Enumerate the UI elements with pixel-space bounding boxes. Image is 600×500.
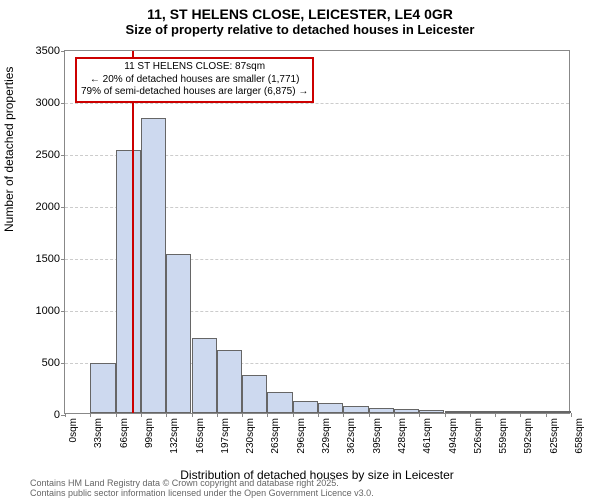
x-tick-mark xyxy=(116,413,117,417)
y-tick-mark xyxy=(61,207,65,208)
x-tick-label: 362sqm xyxy=(346,418,357,454)
y-tick-label: 3000 xyxy=(36,97,60,109)
x-tick-label: 625sqm xyxy=(549,418,560,454)
annotation-line: 11 ST HELENS CLOSE: 87sqm xyxy=(81,61,308,74)
y-tick-mark xyxy=(61,103,65,104)
histogram-bar xyxy=(141,118,166,413)
x-tick-mark xyxy=(90,413,91,417)
x-tick-label: 296sqm xyxy=(296,418,307,454)
y-tick-label: 1000 xyxy=(36,305,60,317)
histogram-bar xyxy=(546,411,571,413)
y-tick-label: 500 xyxy=(42,357,60,369)
y-tick-mark xyxy=(61,259,65,260)
x-tick-label: 230sqm xyxy=(245,418,256,454)
histogram-bar xyxy=(217,350,242,413)
x-tick-mark xyxy=(445,413,446,417)
histogram-bar xyxy=(318,403,343,413)
footer-attribution: Contains HM Land Registry data © Crown c… xyxy=(30,479,374,499)
x-tick-mark xyxy=(520,413,521,417)
x-tick-label: 263sqm xyxy=(270,418,281,454)
y-tick-mark xyxy=(61,51,65,52)
histogram-bar xyxy=(192,338,217,413)
y-tick-mark xyxy=(61,311,65,312)
x-tick-mark xyxy=(419,413,420,417)
x-tick-label: 526sqm xyxy=(473,418,484,454)
histogram-bar xyxy=(343,406,368,413)
histogram-bar xyxy=(116,150,141,413)
x-tick-mark xyxy=(242,413,243,417)
histogram-bar xyxy=(520,411,545,413)
x-tick-label: 461sqm xyxy=(422,418,433,454)
histogram-bar xyxy=(242,375,267,413)
x-tick-label: 99sqm xyxy=(144,418,155,448)
x-tick-mark xyxy=(369,413,370,417)
x-tick-mark xyxy=(318,413,319,417)
chart-title-block: 11, ST HELENS CLOSE, LEICESTER, LE4 0GR … xyxy=(0,0,600,37)
y-tick-mark xyxy=(61,363,65,364)
y-tick-label: 1500 xyxy=(36,253,60,265)
x-tick-mark xyxy=(495,413,496,417)
x-tick-label: 559sqm xyxy=(498,418,509,454)
x-tick-mark xyxy=(293,413,294,417)
x-tick-mark xyxy=(571,413,572,417)
y-tick-label: 2500 xyxy=(36,149,60,161)
histogram-bar xyxy=(394,409,419,413)
x-tick-label: 0sqm xyxy=(68,418,79,442)
x-tick-label: 395sqm xyxy=(372,418,383,454)
x-tick-mark xyxy=(141,413,142,417)
histogram-bar xyxy=(495,411,520,413)
y-tick-label: 2000 xyxy=(36,201,60,213)
x-tick-label: 428sqm xyxy=(397,418,408,454)
histogram-bar xyxy=(90,363,115,413)
x-tick-label: 494sqm xyxy=(448,418,459,454)
y-tick-mark xyxy=(61,155,65,156)
histogram-bar xyxy=(445,411,470,413)
x-tick-label: 329sqm xyxy=(321,418,332,454)
annotation-line: 79% of semi-detached houses are larger (… xyxy=(81,86,308,99)
x-tick-label: 592sqm xyxy=(523,418,534,454)
y-tick-label: 3500 xyxy=(36,45,60,57)
x-tick-mark xyxy=(394,413,395,417)
histogram-bar xyxy=(419,410,444,413)
x-tick-mark xyxy=(192,413,193,417)
chart-title: 11, ST HELENS CLOSE, LEICESTER, LE4 0GR xyxy=(0,6,600,22)
y-axis-label: Number of detached properties xyxy=(2,67,16,232)
x-tick-mark xyxy=(267,413,268,417)
x-tick-mark xyxy=(65,413,66,417)
histogram-bar xyxy=(267,392,292,413)
histogram-bar xyxy=(166,254,191,413)
histogram-bar xyxy=(470,411,495,413)
plot-area: 05001000150020002500300035000sqm33sqm66s… xyxy=(64,50,570,414)
x-tick-label: 165sqm xyxy=(195,418,206,454)
footer-line-2: Contains public sector information licen… xyxy=(30,489,374,499)
x-tick-label: 658sqm xyxy=(574,418,585,454)
x-tick-mark xyxy=(470,413,471,417)
x-tick-mark xyxy=(166,413,167,417)
annotation-box: 11 ST HELENS CLOSE: 87sqm← 20% of detach… xyxy=(75,57,314,103)
histogram-bar xyxy=(369,408,394,413)
annotation-line: ← 20% of detached houses are smaller (1,… xyxy=(81,74,308,87)
reference-line xyxy=(132,51,134,413)
histogram-bar xyxy=(293,401,318,413)
x-tick-mark xyxy=(343,413,344,417)
x-tick-mark xyxy=(217,413,218,417)
x-tick-mark xyxy=(546,413,547,417)
x-tick-label: 66sqm xyxy=(119,418,130,448)
x-tick-label: 33sqm xyxy=(93,418,104,448)
chart-subtitle: Size of property relative to detached ho… xyxy=(0,22,600,37)
x-tick-label: 132sqm xyxy=(169,418,180,454)
y-tick-label: 0 xyxy=(54,409,60,421)
x-tick-label: 197sqm xyxy=(220,418,231,454)
gridline xyxy=(65,103,569,104)
